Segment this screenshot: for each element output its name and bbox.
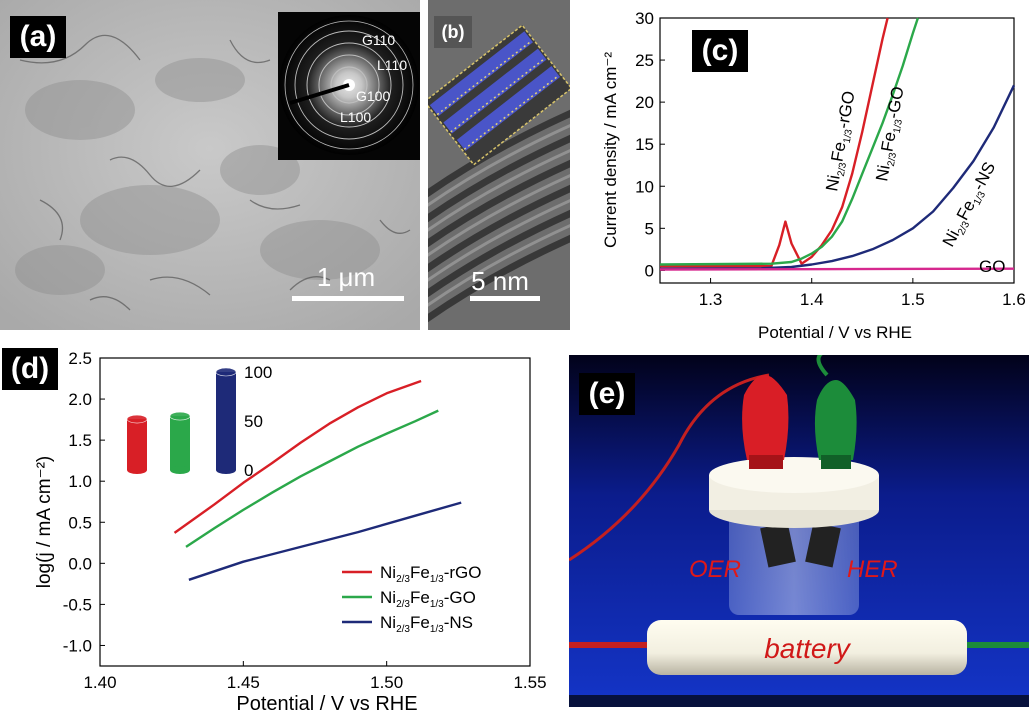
inset-bar-top bbox=[215, 367, 237, 377]
chart-c-label-go-only: GO bbox=[979, 257, 1005, 276]
saed-label-l100: L100 bbox=[340, 109, 371, 125]
chart-d-xtick-label: 1.45 bbox=[227, 673, 260, 692]
chart-c-xtick-label: 1.5 bbox=[901, 290, 925, 309]
chart-d-series-line bbox=[185, 409, 439, 548]
oer-label: OER bbox=[689, 556, 741, 583]
saed-inset: G110 L110 G100 L100 bbox=[278, 12, 420, 160]
her-label: HER bbox=[847, 556, 898, 583]
chart-c-series-line bbox=[659, 84, 1016, 270]
scale-bar-label-a: 1 μm bbox=[317, 262, 375, 292]
panel-a-tem-image: G110 L110 G100 L100 1 μm (a) bbox=[0, 0, 420, 330]
chart-c-xtick-label: 1.6 bbox=[1002, 290, 1026, 309]
crystal-structure-inset bbox=[423, 24, 573, 166]
saed-label-g110: G110 bbox=[362, 32, 395, 48]
scale-bar-a bbox=[292, 296, 404, 301]
inset-bar bbox=[170, 416, 190, 470]
chart-c-xtick-label: 1.4 bbox=[800, 290, 824, 309]
inset-bar bbox=[127, 419, 147, 470]
chart-c-ytick-label: 10 bbox=[635, 177, 654, 196]
chart-d-frame bbox=[99, 357, 531, 667]
chart-d-ytick-label: 2.0 bbox=[68, 390, 92, 409]
saed-label-l110: L110 bbox=[377, 57, 407, 73]
inset-tick-label: 100 bbox=[244, 363, 272, 382]
chart-c-ytick-label: 20 bbox=[635, 93, 654, 112]
panel-label-d: (d) bbox=[2, 348, 58, 390]
panel-label-e: (e) bbox=[579, 373, 635, 415]
chart-d-xlabel: Potential / V vs RHE bbox=[236, 693, 417, 715]
chart-d-series-line bbox=[188, 501, 462, 581]
panel-label-b: (b) bbox=[434, 16, 472, 48]
chart-d: 2.5 2.0 1.5 1.0 0.5 0.0 -0.5 -1.0 1.40 1.45 1.50 1.… bbox=[34, 349, 547, 715]
inset-bar-top bbox=[126, 414, 148, 424]
chart-d-ytick-label: -0.5 bbox=[63, 595, 92, 614]
chart-c-series-line bbox=[660, 17, 889, 268]
inset-bar-top bbox=[169, 411, 191, 421]
chart-d-legend: Ni2/3Fe1/3-rGO Ni2/3Fe1/3-GO Ni2/3Fe1/3-NS bbox=[342, 563, 482, 635]
inset-bar-bottom bbox=[170, 466, 190, 474]
chart-d-ytick-label: 1.5 bbox=[68, 431, 92, 450]
panel-e-device-photo: OER HER battery (e) bbox=[568, 348, 1029, 707]
scale-bar-b bbox=[470, 296, 540, 301]
chart-c-ytick-label: 25 bbox=[635, 51, 654, 70]
chart-d-ytick-label: 1.0 bbox=[68, 472, 92, 491]
panel-c-polarization-chart: 0 5 10 15 20 25 30 1.3 1.4 1.5 1.6 Potential / V v… bbox=[590, 0, 1029, 345]
chart-c-label-ns: Ni2/3Fe1/3-NS bbox=[939, 159, 1002, 251]
chart-d-ytick-label: 2.5 bbox=[68, 349, 92, 368]
chart-d-ylabel: log(j / mA cm⁻²) bbox=[34, 456, 55, 588]
chart-d-series-line bbox=[173, 379, 422, 534]
chart-d-ytick-label: -1.0 bbox=[63, 636, 92, 655]
chart-c-series-line bbox=[659, 267, 1015, 271]
panel-label-a: (a) bbox=[10, 16, 66, 58]
chart-c-ylabel: Current density / mA cm⁻² bbox=[601, 52, 620, 248]
chart-d-xtick-label: 1.40 bbox=[83, 673, 116, 692]
battery-label: battery bbox=[764, 633, 852, 664]
panel-b-hrtem-image: 5 nm (b) bbox=[415, 0, 580, 330]
chart-c-ytick-label: 0 bbox=[645, 261, 654, 280]
inset-tick-label: 50 bbox=[244, 412, 263, 431]
device-photo: OER HER battery bbox=[568, 348, 1029, 707]
panel-label-c: (c) bbox=[692, 30, 748, 72]
legend-label: Ni2/3Fe1/3-NS bbox=[380, 613, 473, 635]
inset-tick-label: 0 bbox=[244, 461, 253, 480]
chart-c-ytick-label: 15 bbox=[635, 135, 654, 154]
chart-c-xtick-label: 1.3 bbox=[699, 290, 723, 309]
chart-c-label-rgo: Ni2/3Fe1/3-rGO bbox=[822, 89, 861, 193]
panel-d-tafel-chart: 2.5 2.0 1.5 1.0 0.5 0.0 -0.5 -1.0 1.40 1.45 1.50 1.… bbox=[0, 340, 560, 720]
legend-label: Ni2/3Fe1/3-GO bbox=[380, 588, 476, 610]
chart-c-frame bbox=[659, 17, 1015, 284]
chart-d-inset: 100 50 0 bbox=[126, 363, 272, 480]
hrtem-image: 5 nm bbox=[415, 0, 580, 330]
chart-d-xtick-label: 1.50 bbox=[370, 673, 403, 692]
chart-c-ytick-label: 5 bbox=[645, 219, 654, 238]
legend-label: Ni2/3Fe1/3-rGO bbox=[380, 563, 482, 585]
chart-c: 0 5 10 15 20 25 30 1.3 1.4 1.5 1.6 Potential / V v… bbox=[601, 9, 1026, 342]
chart-d-ytick-label: 0.5 bbox=[68, 513, 92, 532]
chart-c-xlabel: Potential / V vs RHE bbox=[758, 323, 912, 342]
chart-c-series-line bbox=[659, 17, 920, 266]
chart-d-ytick-label: 0.0 bbox=[68, 554, 92, 573]
tem-image: G110 L110 G100 L100 1 μm bbox=[0, 0, 420, 330]
chart-c-ytick-label: 30 bbox=[635, 9, 654, 28]
inset-bar-bottom bbox=[216, 466, 236, 474]
inset-bar-bottom bbox=[127, 466, 147, 474]
inset-bar bbox=[216, 372, 236, 470]
saed-label-g100: G100 bbox=[356, 88, 390, 104]
chart-d-xtick-label: 1.55 bbox=[513, 673, 546, 692]
scale-bar-label-b: 5 nm bbox=[471, 266, 529, 296]
